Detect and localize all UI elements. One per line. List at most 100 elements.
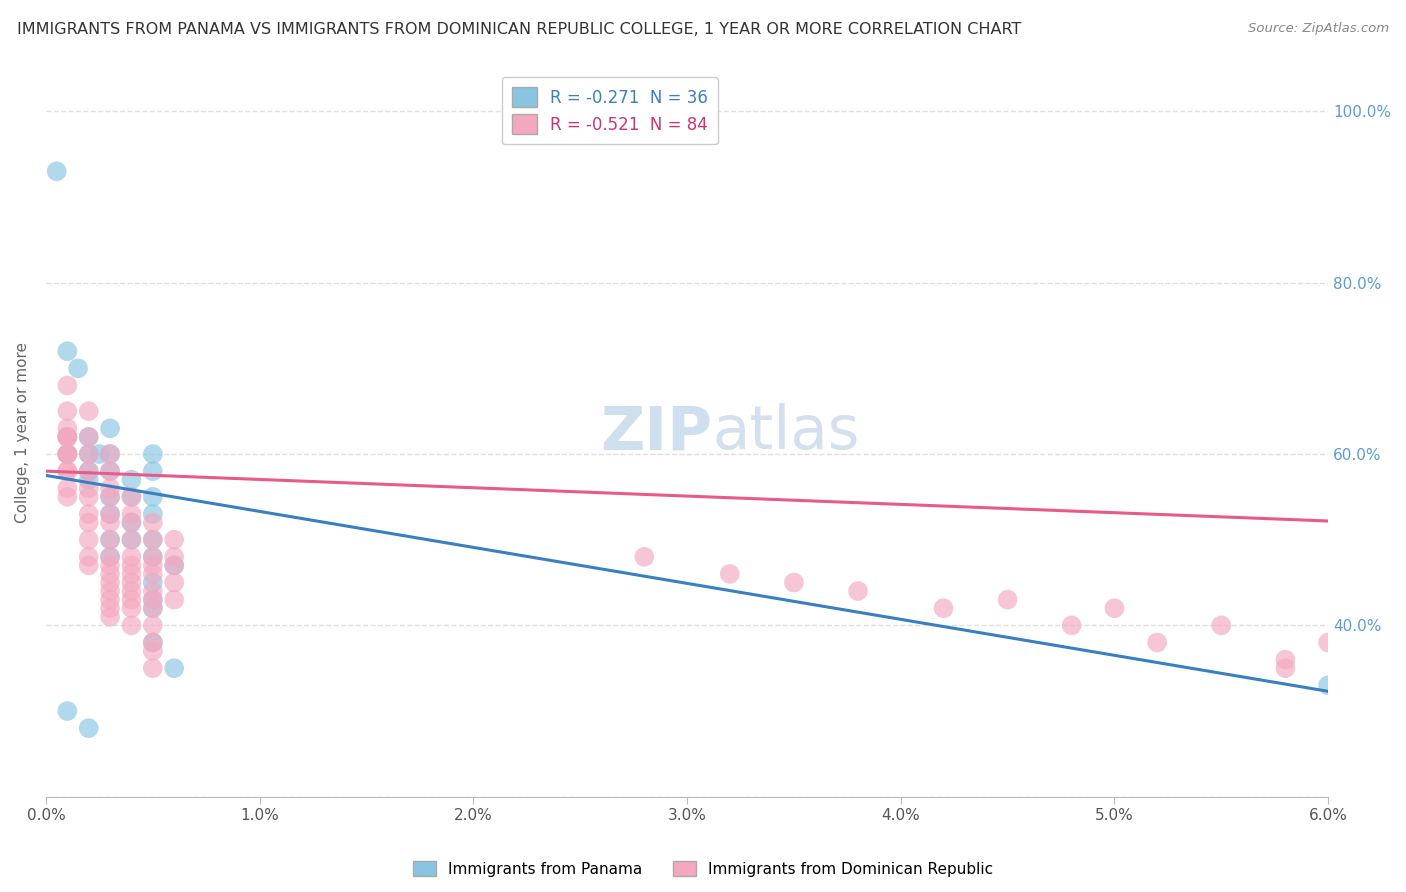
Point [56, 421, 79, 435]
Point [98, 516, 121, 530]
Point [77, 490, 100, 504]
Point [77, 516, 100, 530]
Point [120, 549, 142, 564]
Legend: R = -0.271  N = 36, R = -0.521  N = 84: R = -0.271 N = 36, R = -0.521 N = 84 [502, 77, 718, 145]
Point [98, 481, 121, 495]
Point [120, 490, 142, 504]
Point [1146, 635, 1168, 649]
Point [56, 447, 79, 461]
Point [98, 421, 121, 435]
Text: Source: ZipAtlas.com: Source: ZipAtlas.com [1249, 22, 1389, 36]
Point [98, 584, 121, 599]
Point [77, 447, 100, 461]
Point [77, 464, 100, 478]
Point [98, 507, 121, 521]
Legend: Immigrants from Panama, Immigrants from Dominican Republic: Immigrants from Panama, Immigrants from … [405, 853, 1001, 884]
Point [56, 447, 79, 461]
Point [66, 361, 89, 376]
Point [163, 592, 186, 607]
Point [142, 618, 165, 632]
Point [56, 430, 79, 444]
Point [142, 549, 165, 564]
Point [98, 533, 121, 547]
Point [98, 447, 121, 461]
Point [98, 464, 121, 478]
Point [56, 344, 79, 359]
Point [89, 447, 111, 461]
Text: ZIP: ZIP [600, 403, 713, 462]
Point [120, 473, 142, 487]
Point [1317, 678, 1340, 692]
Point [1274, 661, 1296, 675]
Point [56, 430, 79, 444]
Point [56, 464, 79, 478]
Point [1104, 601, 1126, 615]
Point [120, 516, 142, 530]
Point [718, 566, 741, 581]
Text: IMMIGRANTS FROM PANAMA VS IMMIGRANTS FROM DOMINICAN REPUBLIC COLLEGE, 1 YEAR OR : IMMIGRANTS FROM PANAMA VS IMMIGRANTS FRO… [17, 22, 1021, 37]
Point [56, 447, 79, 461]
Point [142, 575, 165, 590]
Point [142, 592, 165, 607]
Point [56, 378, 79, 392]
Point [846, 584, 869, 599]
Point [98, 549, 121, 564]
Point [142, 507, 165, 521]
Point [142, 601, 165, 615]
Point [142, 635, 165, 649]
Point [120, 566, 142, 581]
Point [142, 592, 165, 607]
Point [142, 601, 165, 615]
Point [1060, 618, 1083, 632]
Point [77, 533, 100, 547]
Point [142, 464, 165, 478]
Point [98, 490, 121, 504]
Point [45, 164, 67, 178]
Point [98, 447, 121, 461]
Point [783, 575, 806, 590]
Point [120, 507, 142, 521]
Point [56, 490, 79, 504]
Point [120, 533, 142, 547]
Point [77, 447, 100, 461]
Point [98, 592, 121, 607]
Point [120, 558, 142, 573]
Point [120, 516, 142, 530]
Point [56, 430, 79, 444]
Point [1317, 635, 1340, 649]
Point [98, 601, 121, 615]
Point [56, 447, 79, 461]
Point [163, 549, 186, 564]
Point [163, 558, 186, 573]
Point [77, 549, 100, 564]
Point [997, 592, 1019, 607]
Point [142, 516, 165, 530]
Point [98, 609, 121, 624]
Point [142, 533, 165, 547]
Point [163, 533, 186, 547]
Y-axis label: College, 1 year or more: College, 1 year or more [15, 343, 30, 523]
Point [142, 490, 165, 504]
Point [98, 533, 121, 547]
Point [1360, 670, 1382, 684]
Point [56, 481, 79, 495]
Point [98, 575, 121, 590]
Point [142, 558, 165, 573]
Point [142, 533, 165, 547]
Point [98, 507, 121, 521]
Point [1211, 618, 1233, 632]
Point [56, 704, 79, 718]
Point [142, 549, 165, 564]
Point [120, 601, 142, 615]
Point [56, 464, 79, 478]
Point [142, 635, 165, 649]
Point [77, 507, 100, 521]
Point [77, 430, 100, 444]
Point [142, 584, 165, 599]
Point [98, 549, 121, 564]
Point [1274, 652, 1296, 666]
Point [98, 558, 121, 573]
Point [142, 661, 165, 675]
Point [120, 584, 142, 599]
Point [120, 533, 142, 547]
